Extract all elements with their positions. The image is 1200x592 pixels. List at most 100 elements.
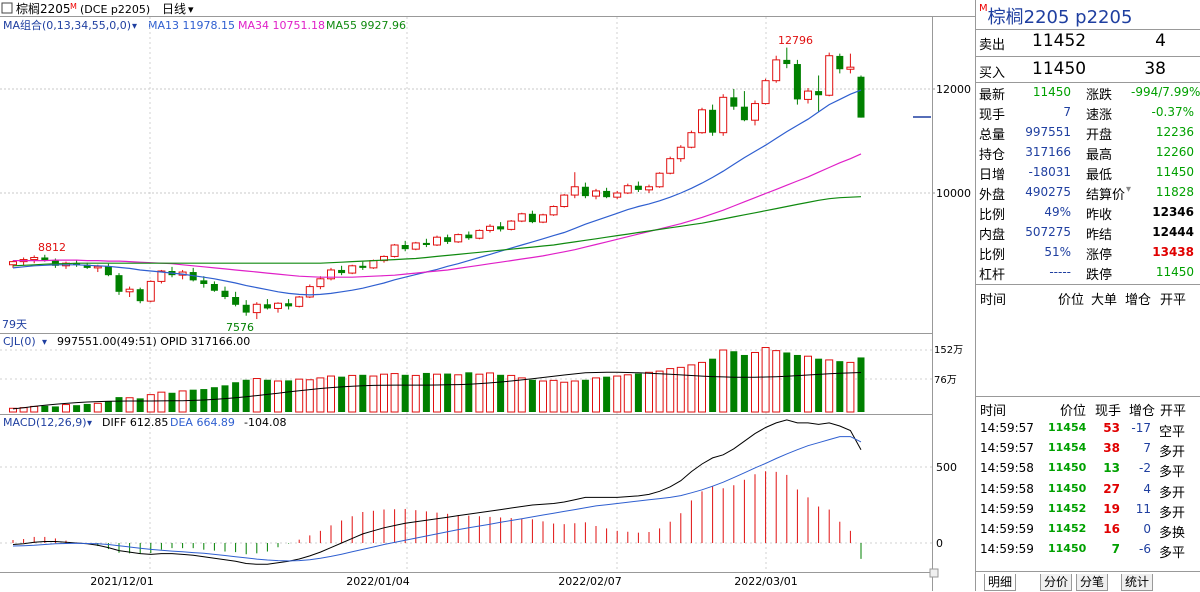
volume-bar	[623, 374, 632, 413]
trade-price: 11452	[1048, 501, 1087, 515]
volume-bar	[359, 374, 367, 412]
candle-body	[338, 269, 346, 274]
volume-bar	[687, 364, 696, 413]
trade-type: 多开	[1159, 485, 1186, 501]
candle-body	[125, 288, 134, 293]
period-low-label: 7576	[226, 321, 254, 334]
candle-body	[30, 256, 39, 261]
quote-value: 49%	[1044, 205, 1071, 219]
date-tick-label: 2022/02/07	[558, 575, 621, 588]
quote-value: 12346	[1152, 205, 1194, 219]
quote-label: 最低	[1086, 168, 1113, 183]
volume-tick-label: 152万	[934, 345, 963, 356]
candle-body	[232, 297, 240, 305]
volume-bar	[338, 376, 346, 412]
period-selector[interactable]: 日线	[162, 2, 186, 16]
ma-group-label[interactable]: MA组合(0,13,34,55,0,0)	[3, 18, 131, 32]
trade-price: 11454	[1048, 441, 1087, 455]
volume-bar	[517, 377, 526, 413]
volume-bar	[475, 373, 484, 413]
trade-oi-change: 11	[1135, 501, 1151, 516]
column-header: 价位	[1060, 404, 1087, 419]
trade-oi-change: -6	[1139, 542, 1151, 557]
candle-body	[454, 234, 463, 243]
bid-price[interactable]: 11450	[1032, 59, 1087, 79]
period-high-label: 12796	[778, 34, 813, 47]
candle-body	[825, 55, 834, 96]
candle-body	[221, 290, 229, 297]
trade-time: 14:59:59	[980, 501, 1034, 516]
checkbox-icon[interactable]	[1, 2, 13, 14]
quote-value: 12444	[1152, 225, 1194, 239]
tab-statistics[interactable]: 统计	[1121, 574, 1154, 591]
volume-bar	[316, 377, 325, 413]
volume-bar	[232, 382, 240, 412]
trade-time: 14:59:57	[980, 441, 1034, 456]
volume-bar	[433, 373, 441, 413]
candle-body	[200, 280, 208, 284]
quote-value: -0.37%	[1151, 105, 1194, 119]
quote-label: 持仓	[979, 148, 1006, 163]
ma13-legend: MA13 11978.15	[148, 19, 235, 32]
volume-bar	[422, 372, 430, 412]
candle-body	[581, 186, 589, 197]
quote-value: 12260	[1155, 145, 1194, 159]
chevron-down-icon[interactable]: ▾	[132, 21, 137, 32]
volume-bar	[348, 374, 357, 413]
tab-price-distribution[interactable]: 分价	[1040, 574, 1073, 591]
chevron-down-icon[interactable]: ▾	[42, 337, 47, 348]
candle-body	[655, 172, 664, 188]
column-header: 现手	[1095, 404, 1122, 419]
volume-bar	[560, 381, 569, 413]
trade-price: 11450	[1048, 461, 1087, 475]
chevron-down-icon[interactable]: ▾	[188, 3, 194, 16]
candle-body	[623, 185, 632, 194]
candle-body	[539, 214, 547, 223]
date-tick-label: 2022/03/01	[734, 575, 797, 588]
candle-body	[263, 304, 271, 309]
quote-label: 昨结	[1086, 228, 1113, 243]
volume-bar	[857, 357, 865, 412]
ask-price[interactable]: 11452	[1032, 31, 1087, 51]
macd-diff-line	[12, 419, 862, 565]
trade-type: 多换	[1159, 526, 1186, 541]
candle-body	[274, 302, 282, 309]
candle-body	[390, 244, 399, 257]
candle-body	[497, 226, 505, 230]
macd-indicator-label[interactable]: MACD(12,26,9)	[3, 416, 87, 429]
volume-bar	[570, 380, 579, 413]
volume-bar	[592, 377, 600, 413]
quote-value: 13438	[1152, 245, 1194, 259]
candle-body	[93, 265, 102, 269]
candle-body	[857, 76, 865, 118]
zoom-handle[interactable]	[929, 568, 939, 578]
candle-body	[528, 213, 536, 223]
kline-chart[interactable]: 棕榈2205 M (DCE p2205) 日线 ▾ MA组合(0,13,34,5…	[0, 0, 975, 591]
chevron-down-icon[interactable]: ▾	[1126, 184, 1132, 195]
quote-value: 11450	[1155, 265, 1194, 279]
chevron-down-icon[interactable]: ▾	[87, 418, 92, 429]
volume-indicator-label[interactable]: CJL(0)	[3, 335, 36, 348]
volume-bar	[528, 379, 536, 412]
chart-area[interactable]: 棕榈2205 M (DCE p2205) 日线 ▾ MA组合(0,13,34,5…	[0, 0, 975, 591]
candlesticks	[9, 47, 865, 320]
volume-bar	[655, 370, 664, 413]
tab-detail[interactable]: 明细	[984, 574, 1017, 591]
tab-tick[interactable]: 分笔	[1076, 574, 1109, 591]
volume-bar	[783, 352, 791, 412]
candle-body	[613, 192, 622, 198]
chart-exchange: (DCE p2205)	[80, 3, 150, 16]
macd-tick-label: 0	[936, 537, 943, 550]
candle-body	[645, 186, 653, 191]
volume-bars	[9, 347, 865, 413]
volume-bar	[613, 375, 622, 413]
candle-body	[560, 194, 569, 208]
candle-body	[305, 286, 314, 298]
trade-time: 14:59:59	[980, 542, 1034, 557]
trade-volume: 27	[1103, 481, 1120, 496]
date-tick-label: 2021/12/01	[90, 575, 153, 588]
candle-body	[359, 265, 367, 268]
macd-dea-line	[12, 436, 862, 562]
volume-bar	[709, 358, 717, 412]
